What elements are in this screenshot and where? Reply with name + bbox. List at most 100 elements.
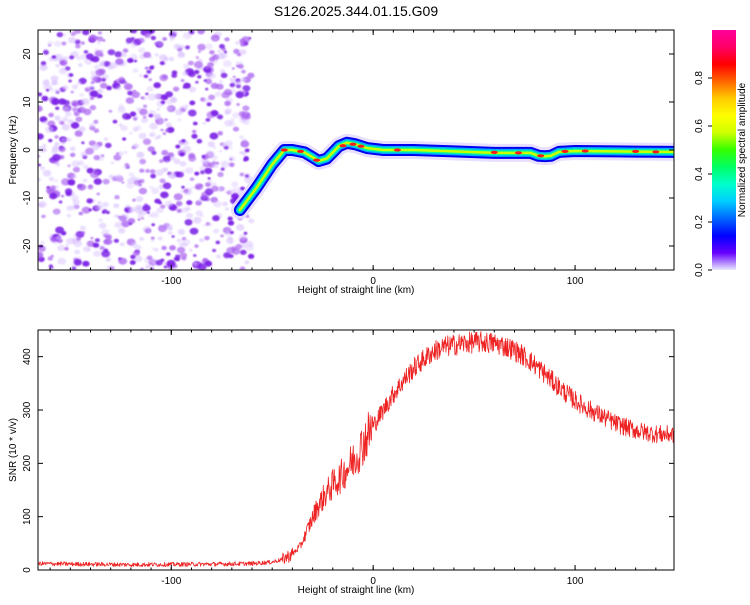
noise-blob bbox=[86, 53, 94, 60]
noise-blob bbox=[187, 190, 191, 194]
noise-blob bbox=[188, 71, 196, 78]
noise-blob bbox=[187, 60, 194, 66]
y-tick-label: 300 bbox=[22, 401, 33, 418]
noise-blob bbox=[72, 199, 80, 206]
noise-blob bbox=[74, 130, 83, 137]
noise-blob bbox=[123, 150, 128, 154]
noise-blob bbox=[120, 52, 127, 58]
noise-blob bbox=[88, 208, 93, 212]
noise-blob bbox=[240, 249, 247, 255]
noise-blob bbox=[201, 155, 206, 159]
noise-blob bbox=[229, 189, 236, 194]
noise-blob bbox=[96, 192, 100, 196]
colorbar-tick-label: 0.0 bbox=[694, 263, 705, 277]
noise-blob bbox=[177, 228, 186, 235]
noise-blob bbox=[215, 161, 220, 165]
noise-blob bbox=[117, 151, 124, 157]
noise-blob bbox=[245, 174, 249, 178]
noise-blob bbox=[69, 146, 76, 151]
noise-blob bbox=[50, 75, 59, 82]
snr-series-line bbox=[38, 331, 674, 568]
noise-blob bbox=[57, 257, 67, 265]
noise-blob bbox=[113, 80, 117, 84]
noise-blob bbox=[89, 96, 95, 100]
noise-blob bbox=[58, 200, 63, 204]
noise-blob bbox=[185, 45, 190, 50]
noise-blob bbox=[192, 121, 198, 126]
noise-blob bbox=[71, 160, 80, 167]
noise-blob bbox=[168, 226, 173, 231]
noise-blob bbox=[155, 259, 163, 266]
noise-blob bbox=[81, 231, 86, 234]
noise-blob bbox=[38, 178, 41, 182]
noise-blob bbox=[182, 70, 189, 77]
noise-blob bbox=[97, 41, 101, 45]
noise-blob bbox=[135, 115, 139, 119]
noise-blob bbox=[195, 56, 199, 59]
noise-blob bbox=[222, 60, 232, 68]
colorbar: 0.0 0.2 0.4 0.6 0.8 Normalized spectral ampl… bbox=[694, 30, 748, 277]
noise-blob bbox=[54, 135, 59, 139]
noise-blob bbox=[90, 70, 96, 75]
noise-blob bbox=[208, 222, 213, 227]
noise-blob bbox=[150, 35, 156, 41]
noise-blob bbox=[202, 223, 207, 227]
ridge-peak bbox=[652, 150, 660, 154]
noise-blob bbox=[171, 235, 175, 238]
noise-blob bbox=[146, 86, 154, 92]
noise-blob bbox=[145, 168, 151, 173]
noise-blob bbox=[211, 155, 218, 161]
noise-blob bbox=[196, 138, 203, 144]
noise-blob bbox=[175, 109, 183, 116]
noise-blob bbox=[181, 256, 187, 261]
noise-blob bbox=[76, 56, 82, 61]
noise-blob bbox=[145, 264, 151, 269]
noise-blob bbox=[61, 41, 67, 46]
ridge-peak bbox=[339, 144, 347, 148]
noise-blob bbox=[58, 98, 67, 105]
noise-blob bbox=[149, 169, 156, 174]
noise-blob bbox=[160, 100, 166, 105]
y-tick-label: 10 bbox=[22, 96, 33, 108]
noise-blob bbox=[90, 171, 100, 179]
noise-blob bbox=[204, 260, 213, 267]
noise-blob bbox=[241, 111, 251, 119]
noise-blob bbox=[58, 120, 62, 124]
heatmap-ylabel: Frequency (Hz) bbox=[8, 116, 19, 185]
noise-blob bbox=[74, 30, 82, 34]
noise-blob bbox=[140, 216, 145, 220]
noise-blob bbox=[180, 207, 188, 214]
noise-blob bbox=[125, 97, 135, 104]
noise-blob bbox=[51, 146, 59, 152]
noise-blob bbox=[181, 169, 186, 173]
noise-blob bbox=[229, 162, 235, 168]
noise-blob bbox=[45, 126, 54, 133]
noise-blob bbox=[67, 36, 77, 44]
noise-blob bbox=[116, 152, 120, 155]
noise-blob bbox=[195, 200, 202, 206]
noise-blob bbox=[192, 129, 197, 134]
noise-blob bbox=[156, 207, 164, 214]
noise-blob bbox=[82, 164, 89, 169]
noise-blob bbox=[239, 135, 244, 140]
noise-blob bbox=[48, 112, 54, 118]
noise-blob bbox=[236, 224, 245, 231]
noise-blob bbox=[45, 79, 49, 82]
noise-blob bbox=[114, 51, 123, 58]
x-tick-label: -100 bbox=[161, 276, 181, 287]
noise-blob bbox=[128, 206, 136, 213]
noise-blob bbox=[79, 225, 86, 231]
noise-blob bbox=[213, 200, 222, 208]
noise-blob bbox=[38, 92, 43, 97]
y-tick-label: 400 bbox=[22, 348, 33, 365]
noise-blob bbox=[100, 82, 104, 85]
noise-blob bbox=[94, 238, 100, 243]
noise-blob bbox=[133, 250, 140, 256]
noise-blob bbox=[70, 90, 74, 94]
noise-blob bbox=[46, 187, 53, 194]
noise-blob bbox=[219, 80, 223, 83]
noise-blob bbox=[98, 68, 106, 75]
noise-blob bbox=[125, 37, 134, 44]
noise-blob bbox=[50, 236, 58, 242]
